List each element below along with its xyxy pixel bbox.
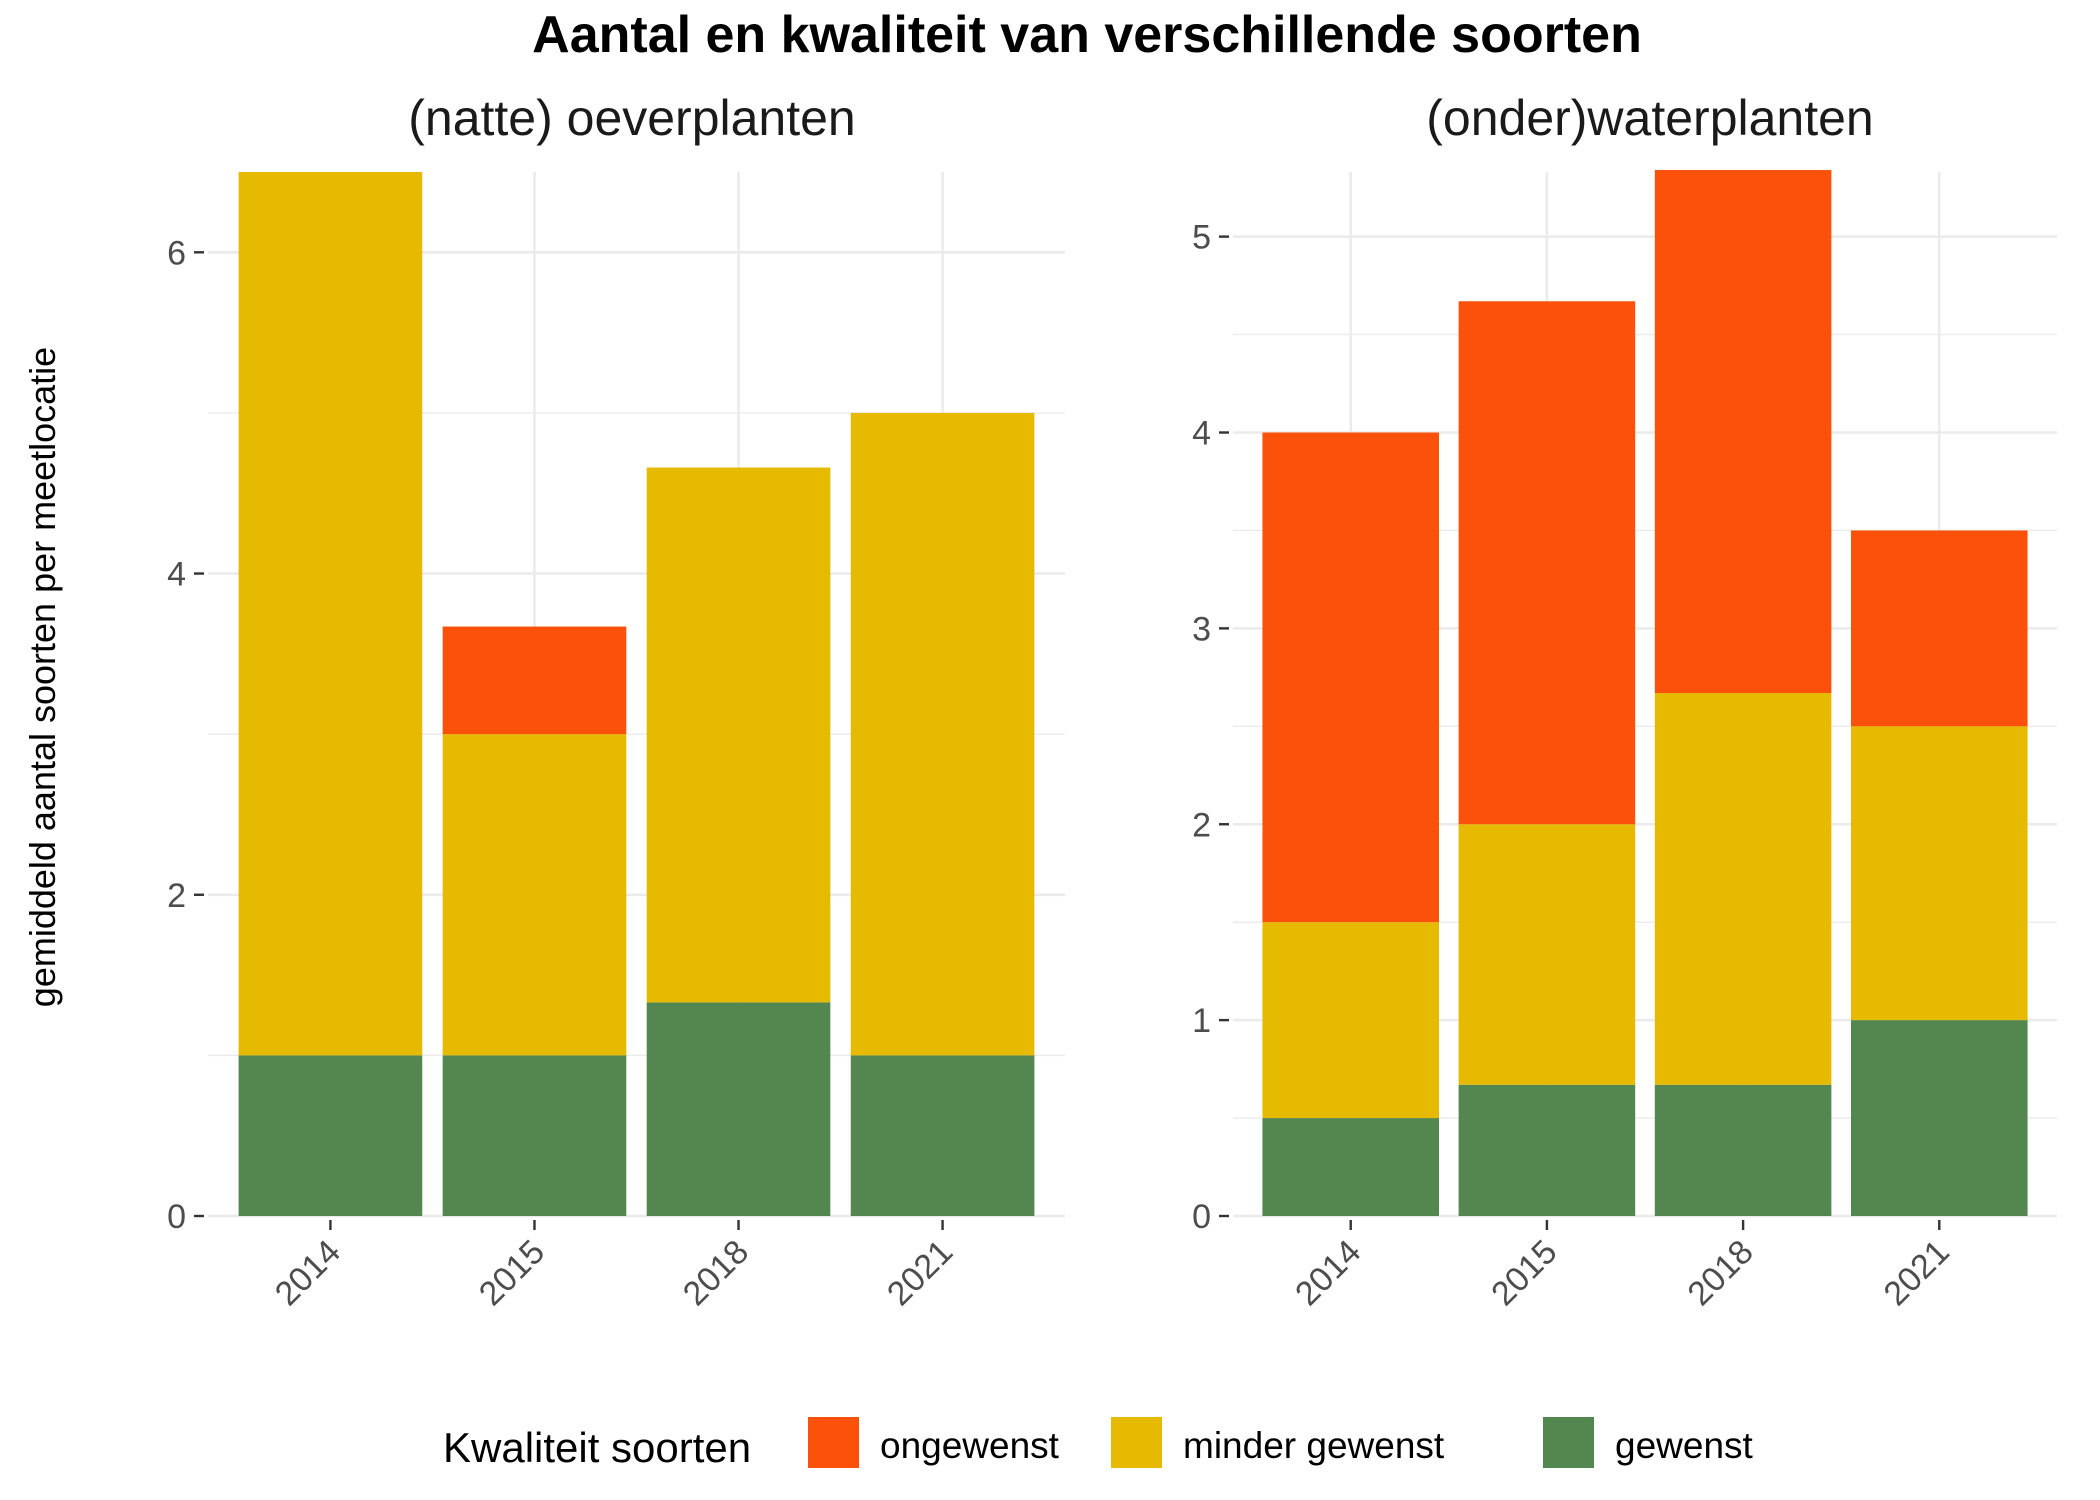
chart-title: Aantal en kwaliteit van verschillende so… (532, 6, 1642, 64)
x-tick-label: 2015 (1484, 1233, 1564, 1313)
bar-2015-gewenst (442, 1055, 627, 1216)
bar-2014-minder-gewenst (1262, 922, 1439, 1119)
bar-2018-minder-gewenst (1654, 693, 1832, 1085)
bar-2018-minder-gewenst (646, 467, 831, 1003)
legend: Kwaliteit soorten ongewenst minder gewenst… (443, 1417, 1754, 1471)
bar-2015-ongewenst (1458, 301, 1636, 825)
legend-title: Kwaliteit soorten (443, 1424, 751, 1471)
panel-1: (natte) oeverplanten 0 2 4 6 2014 2015 2018 2021 (167, 90, 1065, 1313)
y-tick-label: 2 (167, 877, 186, 915)
bar-2021-minder-gewenst (850, 412, 1035, 1056)
bar-2014-ongewenst (1262, 432, 1439, 923)
bar-2018-ongewenst (1654, 170, 1832, 694)
x-tick-label: 2018 (1680, 1233, 1760, 1313)
y-axis-label: gemiddeld aantal soorten per meetlocatie (22, 347, 63, 1007)
bar-2015-minder-gewenst (442, 734, 627, 1056)
x-tick-label: 2014 (268, 1233, 348, 1313)
y-tick-label: 4 (1192, 415, 1211, 453)
bar-2015-minder-gewenst (1458, 824, 1636, 1085)
y-tick-label: 1 (1192, 1002, 1211, 1040)
legend-label-gewenst: gewenst (1615, 1425, 1754, 1466)
y-tick-label: 5 (1192, 219, 1211, 257)
bar-2018-gewenst (646, 1002, 831, 1216)
y-tick-label: 2 (1192, 806, 1211, 844)
x-tick-label: 2021 (880, 1233, 960, 1313)
legend-label-ongewenst: ongewenst (880, 1425, 1060, 1466)
bar-2014-minder-gewenst (238, 172, 423, 1056)
y-tick-label: 6 (167, 234, 186, 272)
legend-key-gewenst (1543, 1417, 1594, 1468)
legend-key-minder-gewenst (1111, 1417, 1162, 1468)
bar-2021-ongewenst (1851, 530, 2028, 727)
y-tick-label: 4 (167, 556, 186, 594)
legend-key-ongewenst (808, 1417, 859, 1468)
bar-2014-gewenst (1262, 1118, 1439, 1216)
x-tick-label: 2015 (472, 1233, 552, 1313)
legend-label-minder-gewenst: minder gewenst (1183, 1425, 1445, 1466)
y-tick-label: 0 (1192, 1198, 1211, 1236)
y-tick-label: 3 (1192, 610, 1211, 648)
bar-2021-minder-gewenst (1851, 726, 2028, 1021)
panel-title: (natte) oeverplanten (408, 90, 856, 146)
x-tick-label: 2014 (1288, 1233, 1368, 1313)
x-tick-label: 2021 (1877, 1233, 1957, 1313)
panel-title: (onder)waterplanten (1426, 90, 1874, 146)
bar-2021-gewenst (850, 1055, 1035, 1216)
panel-2: (onder)waterplanten 0 1 2 3 4 5 2014 2015 2018 202… (1192, 90, 2057, 1313)
bar-2021-gewenst (1851, 1020, 2028, 1216)
bar-2015-gewenst (1458, 1084, 1636, 1216)
bar-2014-gewenst (238, 1055, 423, 1216)
y-tick-label: 0 (167, 1198, 186, 1236)
bar-2018-gewenst (1654, 1084, 1832, 1216)
x-tick-label: 2018 (676, 1233, 756, 1313)
bar-2015-ongewenst (442, 626, 627, 735)
